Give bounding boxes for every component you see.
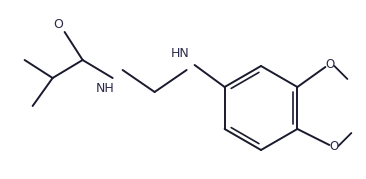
Text: O: O: [330, 141, 339, 154]
Text: O: O: [326, 57, 335, 71]
Text: O: O: [54, 18, 64, 30]
Text: NH: NH: [95, 81, 114, 95]
Text: HN: HN: [170, 47, 189, 59]
